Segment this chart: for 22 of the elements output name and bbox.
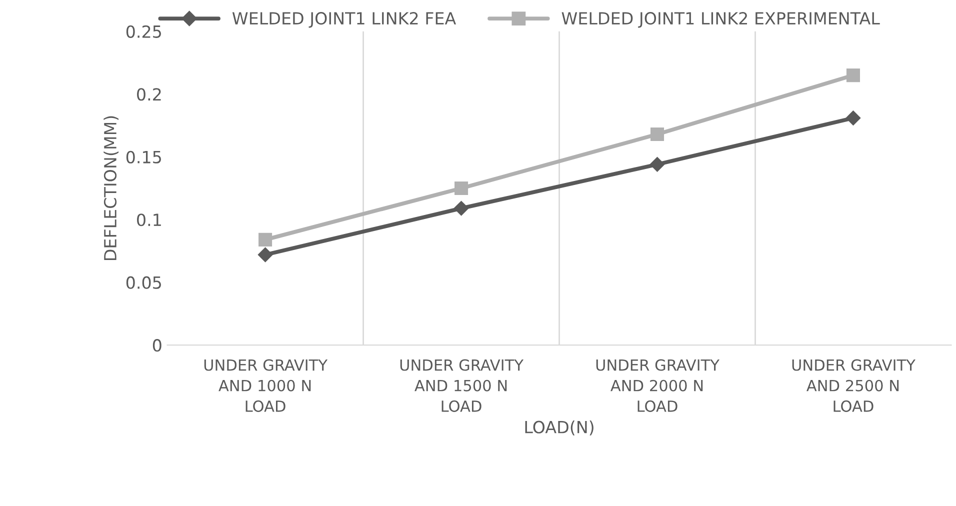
y-tick-label: 0.05 xyxy=(126,276,161,289)
y-tick-label: 0 xyxy=(152,339,162,352)
y-tick-label: 0.2 xyxy=(137,88,161,101)
y-tick-label: 0.25 xyxy=(126,25,161,38)
point xyxy=(846,68,860,82)
point xyxy=(454,181,468,195)
x-axis-title: LOAD(N) xyxy=(525,420,594,436)
x-tick-label: UNDER GRAVITY AND 2500 N LOAD xyxy=(792,359,916,412)
point xyxy=(650,156,665,172)
point xyxy=(454,200,469,216)
y-tick-label: 0.1 xyxy=(137,214,161,226)
legend-label: WELDED JOINT1 LINK2 FEA xyxy=(232,12,456,28)
point xyxy=(650,128,664,142)
y-axis-title: DEFLECTION(MM) xyxy=(104,116,119,260)
point xyxy=(258,247,273,262)
legend-label: WELDED JOINT1 LINK2 EXPERIMENTAL xyxy=(562,12,880,28)
point xyxy=(258,232,272,246)
y-tick-label: 0.15 xyxy=(126,150,161,164)
point xyxy=(846,110,861,126)
x-tick-label: UNDER GRAVITY AND 1500 N LOAD xyxy=(400,359,524,412)
x-tick-label: UNDER GRAVITY AND 1000 N LOAD xyxy=(204,359,328,412)
x-tick-label: UNDER GRAVITY AND 2000 N LOAD xyxy=(596,359,720,412)
